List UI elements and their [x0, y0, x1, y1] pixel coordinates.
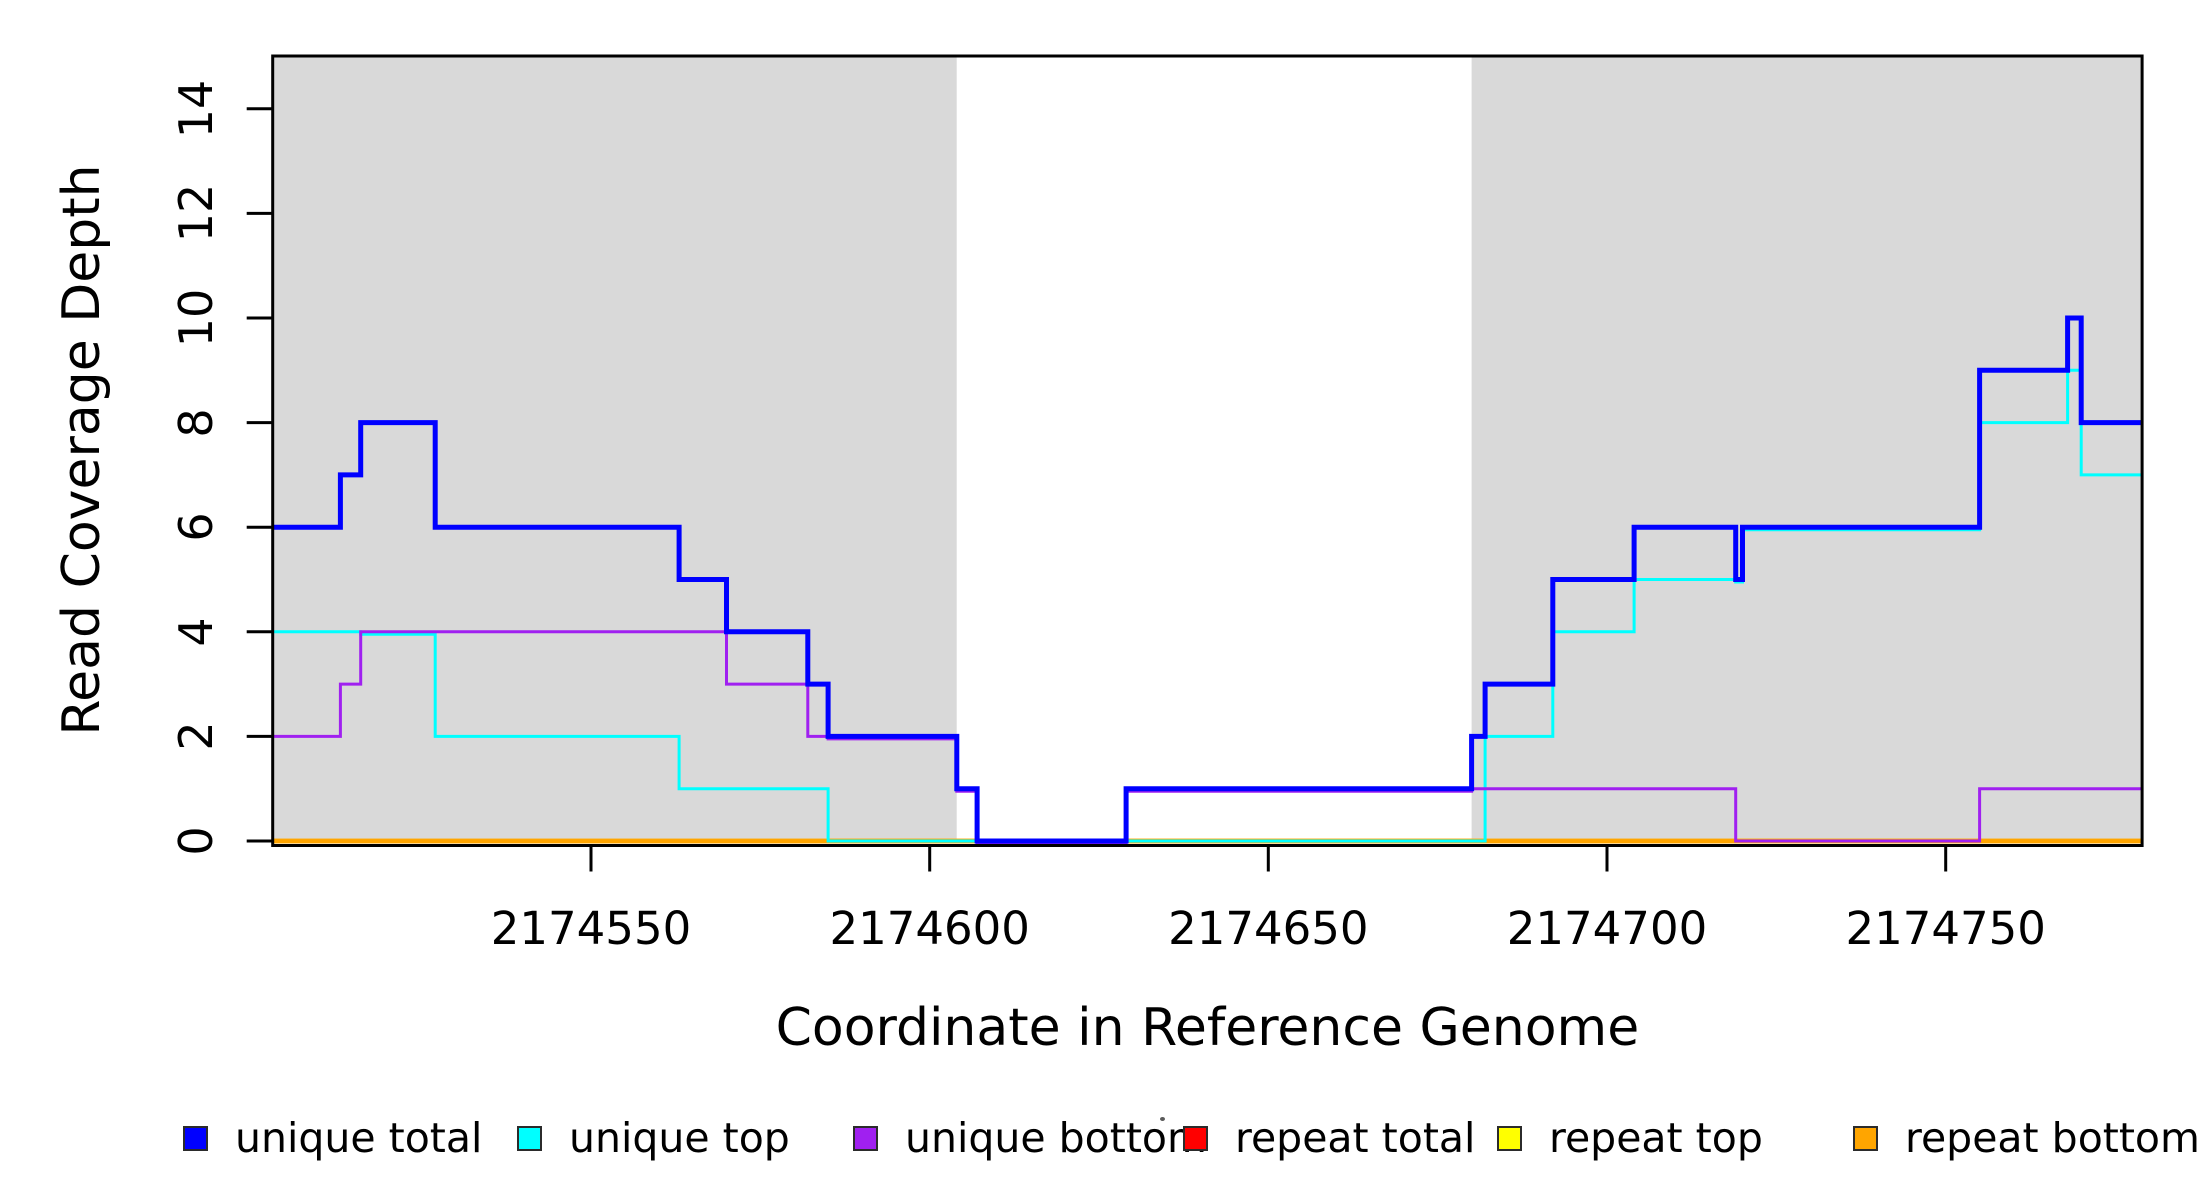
x-tick-label: 2174550	[490, 902, 692, 955]
plot-box	[271, 54, 2144, 847]
x-tick-label: 2174700	[1506, 902, 1708, 955]
y-tick-label: 12	[169, 184, 223, 243]
x-tick-label: 2174750	[1845, 902, 2046, 955]
repeat-region-band	[1471, 56, 2143, 841]
y-tick-label: 6	[169, 512, 223, 542]
y-tick-label: 14	[169, 79, 223, 139]
x-tick-label: 2174650	[1168, 902, 1369, 955]
y-tick-label: 4	[169, 617, 223, 647]
y-tick-label: 10	[169, 288, 223, 348]
y-axis-title: Read Coverage Depth	[52, 164, 112, 736]
y-tick-label: 2	[169, 721, 223, 752]
y-tick-label: 8	[169, 407, 223, 438]
x-axis-title: Coordinate in Reference Genome	[775, 998, 1640, 1058]
x-tick-label: 2174600	[829, 902, 1030, 955]
y-tick-label: 0	[169, 826, 223, 856]
repeat-region-band	[272, 56, 957, 841]
stray-dot-artifact	[1160, 1117, 1165, 1121]
series-unique-total	[272, 315, 2143, 844]
